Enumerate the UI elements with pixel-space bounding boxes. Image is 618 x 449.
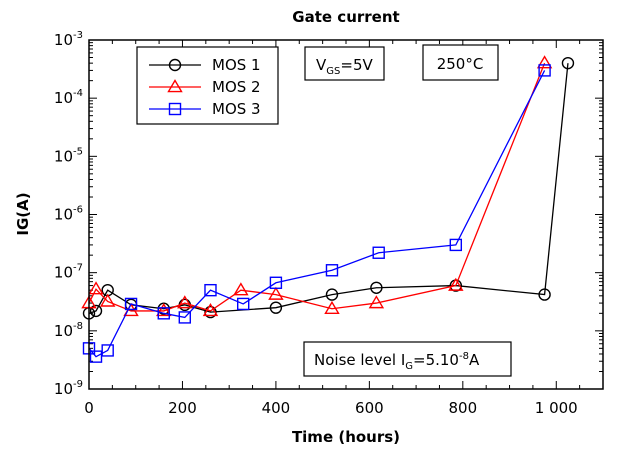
noise-main: Noise level I [314, 351, 405, 369]
x-tick-label: 400 [262, 399, 291, 417]
noise-sup: -8 [459, 351, 469, 362]
y-axis-label: IG(A) [14, 192, 32, 235]
data-point [449, 238, 463, 252]
y-tick-label: 10-7 [54, 263, 83, 282]
y-tick-labels: 10-9 10-8 10-7 10-6 10-5 10-4 10-3 [54, 30, 83, 398]
data-point [536, 55, 553, 69]
data-point [325, 264, 339, 277]
legend-entry: MOS 1 [149, 56, 261, 74]
y-tick-label: 10-3 [54, 30, 83, 49]
chart-title: Gate current [292, 8, 399, 26]
data-point [269, 276, 283, 289]
temp-box [422, 44, 499, 81]
legend-entry: MOS 3 [149, 100, 261, 118]
x-tick-label: 600 [355, 399, 384, 417]
legend-marker [168, 102, 182, 116]
data-point [202, 303, 219, 317]
x-tick-label: 0 [84, 399, 94, 417]
data-point [448, 277, 464, 291]
x-tick-label: 200 [168, 399, 197, 417]
data-point [538, 64, 551, 77]
noise-label: Noise level IG=5.10-8A [314, 351, 480, 372]
series-mos-3 [82, 64, 551, 363]
data-point [156, 303, 172, 317]
legend-label: MOS 2 [212, 78, 261, 96]
noise-box [303, 341, 512, 377]
series-line [88, 62, 546, 312]
data-point [88, 281, 104, 295]
y-tick-label: 10-6 [54, 205, 83, 224]
vgs-box [304, 46, 385, 81]
vgs-annotation: VGS=5V [304, 46, 385, 81]
data-point [561, 56, 575, 70]
vgs-rest: =5V [340, 56, 373, 74]
y-tick-label: 10-9 [54, 379, 83, 398]
data-point [204, 305, 217, 319]
legend-box [136, 46, 279, 125]
y-tick-label: 10-4 [54, 88, 83, 107]
series-layer [81, 55, 575, 363]
legend-marker [168, 58, 182, 72]
legend-label: MOS 3 [212, 100, 261, 118]
x-axis-label: Time (hours) [292, 428, 400, 446]
y-tick-label: 10-8 [54, 321, 83, 340]
data-point [538, 288, 551, 301]
data-point [325, 288, 339, 301]
x-tick-label: 800 [448, 399, 477, 417]
data-point [233, 282, 249, 296]
data-point [124, 297, 138, 311]
vgs-sub: GS [326, 66, 340, 77]
data-point [177, 295, 193, 309]
temp-annotation: 250°C [422, 44, 499, 81]
series-line [88, 70, 546, 358]
noise-rest: =5.10 [413, 351, 459, 369]
x-tick-label: 1 000 [535, 399, 578, 417]
x-tick-labels: 0 200 400 600 800 1 000 [84, 399, 578, 417]
data-point [324, 300, 340, 314]
data-point [370, 281, 383, 294]
legend: MOS 1 MOS 2 MOS 3 [136, 46, 279, 125]
data-point [236, 297, 250, 311]
vgs-label: VGS=5V [316, 56, 373, 77]
data-point [101, 344, 114, 357]
legend-entry: MOS 2 [149, 78, 261, 96]
noise-annotation: Noise level IG=5.10-8A [303, 341, 512, 377]
data-point [204, 283, 217, 297]
data-point [268, 286, 284, 300]
legend-label: MOS 1 [212, 56, 261, 74]
y-tick-label: 10-5 [54, 146, 83, 165]
data-point [372, 246, 385, 259]
legend-marker [167, 79, 183, 93]
data-point [178, 311, 191, 324]
temp-label: 250°C [437, 55, 484, 73]
data-point [368, 295, 385, 309]
vgs-main: V [316, 56, 327, 74]
noise-tail: A [469, 351, 480, 369]
data-point [99, 293, 116, 307]
series-mos-2 [81, 55, 553, 317]
data-point [157, 307, 170, 320]
noise-sub: G [405, 361, 413, 372]
plot-frame [88, 39, 604, 390]
data-point [269, 301, 283, 314]
data-point [89, 304, 103, 318]
